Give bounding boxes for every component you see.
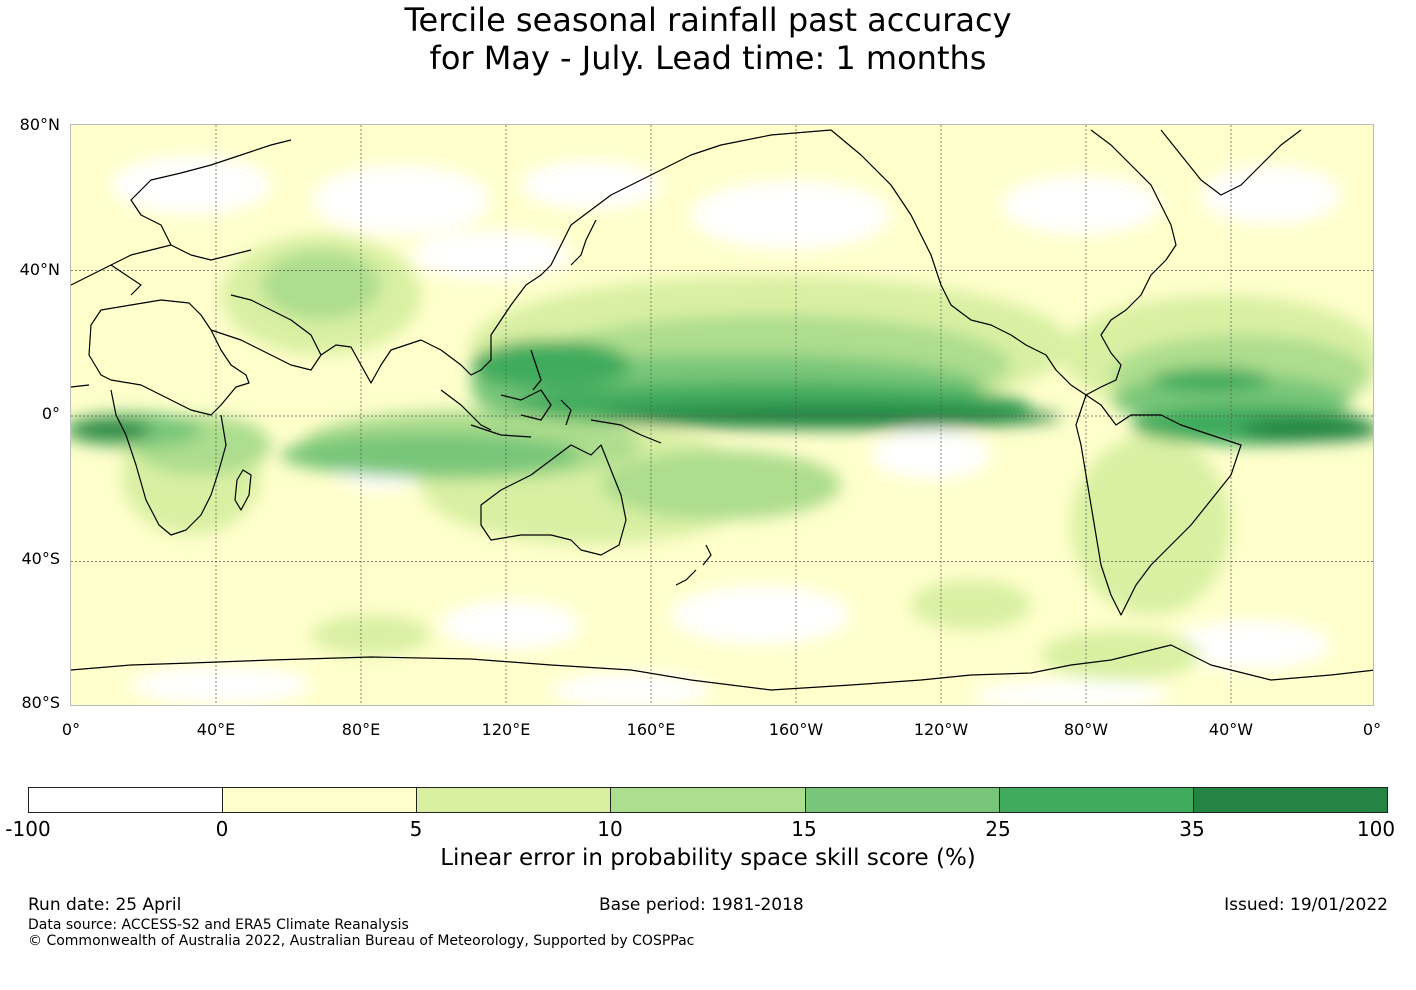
coastlines (71, 129, 1373, 691)
colorbar-tick: 35 (1179, 817, 1205, 841)
copyright-notice: © Commonwealth of Australia 2022, Austra… (28, 933, 695, 949)
colorbar-tick: 0 (215, 817, 229, 841)
lat-label-40s: 40°S (21, 549, 60, 568)
colorbar-swatch (805, 788, 1000, 812)
lon-label-160w: 160°W (768, 720, 824, 739)
lon-label-40e: 40°E (196, 720, 236, 739)
lat-label-equator: 0° (41, 404, 60, 423)
colorbar-tick: 25 (985, 817, 1011, 841)
colorbar-swatch (29, 788, 224, 812)
colorbar-swatch (417, 788, 612, 812)
lon-label-360: 0° (1362, 720, 1382, 739)
colorbar-tick: 15 (791, 817, 817, 841)
run-date: Run date: 25 April (28, 895, 182, 915)
lon-label-120e: 120°E (481, 720, 531, 739)
lon-label-120w: 120°W (913, 720, 969, 739)
lon-label-160e: 160°E (626, 720, 676, 739)
colorbar-tick: 5 (409, 817, 423, 841)
map-title-line-2: for May - July. Lead time: 1 months (429, 39, 987, 77)
data-source: Data source: ACCESS-S2 and ERA5 Climate … (28, 917, 409, 933)
lat-label-40n: 40°N (19, 260, 60, 279)
colorbar-swatch (999, 788, 1194, 812)
colorbar (28, 787, 1388, 813)
lon-label-0: 0° (61, 720, 81, 739)
lat-label-80n: 80°N (19, 115, 60, 134)
issued-date: Issued: 19/01/2022 (1224, 895, 1388, 915)
colorbar-swatch (1193, 788, 1387, 812)
lat-label-80s: 80°S (21, 693, 60, 712)
skill-map (70, 124, 1374, 706)
map-title-line-1: Tercile seasonal rainfall past accuracy (404, 1, 1012, 39)
colorbar-label: Linear error in probability space skill … (440, 845, 976, 871)
lon-label-80w: 80°W (1063, 720, 1109, 739)
colorbar-tick: -100 (5, 817, 51, 841)
base-period: Base period: 1981-2018 (599, 895, 804, 915)
colorbar-tick: 10 (597, 817, 623, 841)
lon-label-80e: 80°E (341, 720, 381, 739)
skill-field-patches (71, 155, 1373, 705)
colorbar-swatch (223, 788, 418, 812)
colorbar-swatch (611, 788, 806, 812)
colorbar-tick: 100 (1356, 817, 1396, 841)
lon-label-40w: 40°W (1208, 720, 1254, 739)
graticule (71, 125, 1373, 705)
